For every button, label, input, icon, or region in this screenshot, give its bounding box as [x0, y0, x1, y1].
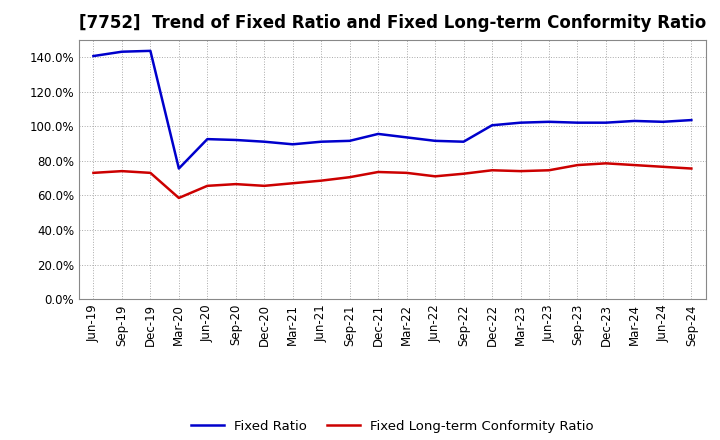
Fixed Ratio — [487, 123, 496, 128]
Fixed Ratio — [573, 120, 582, 125]
Fixed Long-term Conformity Ratio — [659, 164, 667, 169]
Fixed Long-term Conformity Ratio — [545, 168, 554, 173]
Fixed Long-term Conformity Ratio — [117, 169, 126, 174]
Fixed Long-term Conformity Ratio — [174, 195, 183, 201]
Fixed Long-term Conformity Ratio — [630, 162, 639, 168]
Fixed Long-term Conformity Ratio — [402, 170, 411, 176]
Fixed Ratio — [232, 137, 240, 143]
Fixed Long-term Conformity Ratio — [602, 161, 611, 166]
Fixed Long-term Conformity Ratio — [687, 166, 696, 171]
Fixed Ratio — [346, 138, 354, 143]
Fixed Long-term Conformity Ratio — [346, 175, 354, 180]
Fixed Long-term Conformity Ratio — [487, 168, 496, 173]
Fixed Long-term Conformity Ratio — [516, 169, 525, 174]
Fixed Ratio — [146, 48, 155, 54]
Fixed Ratio — [516, 120, 525, 125]
Fixed Ratio — [89, 53, 98, 59]
Fixed Ratio — [174, 166, 183, 171]
Fixed Long-term Conformity Ratio — [289, 180, 297, 186]
Fixed Long-term Conformity Ratio — [260, 183, 269, 188]
Fixed Long-term Conformity Ratio — [374, 169, 382, 175]
Line: Fixed Long-term Conformity Ratio: Fixed Long-term Conformity Ratio — [94, 163, 691, 198]
Fixed Ratio — [203, 136, 212, 142]
Fixed Long-term Conformity Ratio — [459, 171, 468, 176]
Fixed Ratio — [117, 49, 126, 55]
Fixed Ratio — [630, 118, 639, 124]
Line: Fixed Ratio: Fixed Ratio — [94, 51, 691, 169]
Fixed Ratio — [374, 131, 382, 136]
Fixed Long-term Conformity Ratio — [89, 170, 98, 176]
Legend: Fixed Ratio, Fixed Long-term Conformity Ratio: Fixed Ratio, Fixed Long-term Conformity … — [186, 415, 599, 438]
Fixed Ratio — [602, 120, 611, 125]
Fixed Ratio — [317, 139, 325, 144]
Fixed Ratio — [459, 139, 468, 144]
Fixed Ratio — [545, 119, 554, 125]
Title: [7752]  Trend of Fixed Ratio and Fixed Long-term Conformity Ratio: [7752] Trend of Fixed Ratio and Fixed Lo… — [78, 15, 706, 33]
Fixed Ratio — [431, 138, 439, 143]
Fixed Long-term Conformity Ratio — [431, 174, 439, 179]
Fixed Ratio — [659, 119, 667, 125]
Fixed Long-term Conformity Ratio — [317, 178, 325, 183]
Fixed Ratio — [289, 142, 297, 147]
Fixed Long-term Conformity Ratio — [232, 181, 240, 187]
Fixed Ratio — [402, 135, 411, 140]
Fixed Ratio — [260, 139, 269, 144]
Fixed Long-term Conformity Ratio — [573, 162, 582, 168]
Fixed Long-term Conformity Ratio — [146, 170, 155, 176]
Fixed Long-term Conformity Ratio — [203, 183, 212, 188]
Fixed Ratio — [687, 117, 696, 123]
